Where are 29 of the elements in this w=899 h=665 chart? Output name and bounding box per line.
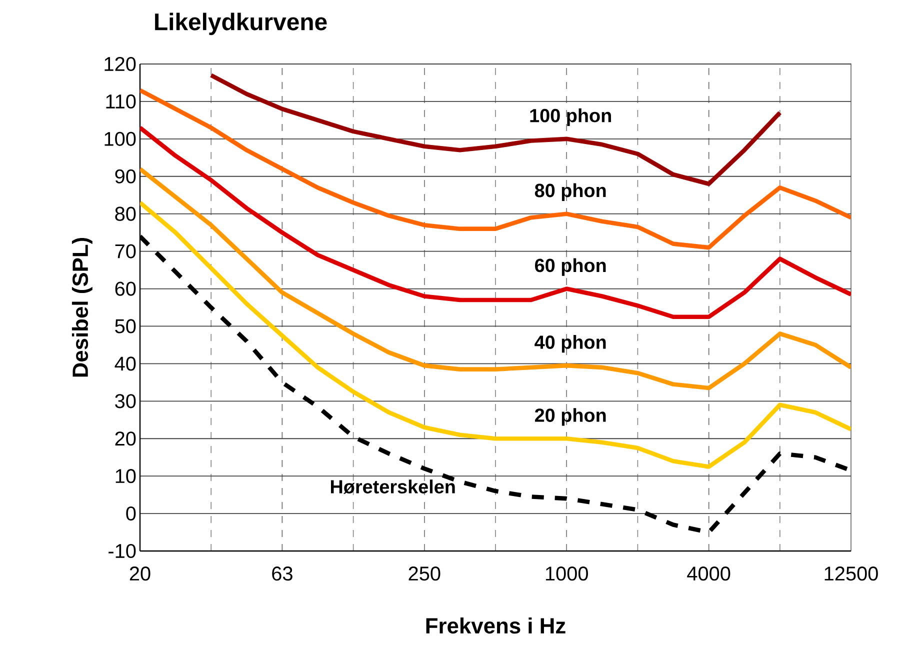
y-tick-label: 120 <box>104 56 136 72</box>
y-tick-label: 10 <box>116 469 136 484</box>
x-tick-label: 12500 <box>824 566 878 581</box>
y-tick-label: 60 <box>115 282 136 296</box>
series-label: 40 phon <box>534 335 606 353</box>
y-tick-label: 110 <box>106 94 136 109</box>
x-tick-label: 63 <box>272 566 292 581</box>
series-label: 80 phon <box>534 183 606 201</box>
y-tick-label: 20 <box>115 432 136 446</box>
y-tick-label: 0 <box>126 506 136 521</box>
x-tick-label: 1000 <box>546 566 588 581</box>
series-label: 60 phon <box>535 258 606 276</box>
y-tick-label: 40 <box>114 356 136 371</box>
y-axis-title: Desibel (SPL) <box>72 238 92 377</box>
y-tick-label: 100 <box>104 132 136 146</box>
y-tick-label: 50 <box>115 319 136 334</box>
x-tick-label: 4000 <box>687 566 730 581</box>
y-tick-label: -10 <box>108 544 136 558</box>
chart-title: Likelydkurvene <box>155 12 327 36</box>
series-label: 20 phon <box>534 408 606 426</box>
y-tick-label: 80 <box>115 206 136 221</box>
x-axis-title: Frekvens i Hz <box>426 617 566 634</box>
y-tick-label: 90 <box>115 169 136 184</box>
x-tick-label: 20 <box>130 566 150 581</box>
series-label: 100 phon <box>530 108 611 126</box>
series-label: Høreterskelen <box>330 480 455 494</box>
x-tick-label: 250 <box>408 566 440 581</box>
y-tick-label: 70 <box>115 244 136 258</box>
y-tick-label: 30 <box>115 394 136 408</box>
